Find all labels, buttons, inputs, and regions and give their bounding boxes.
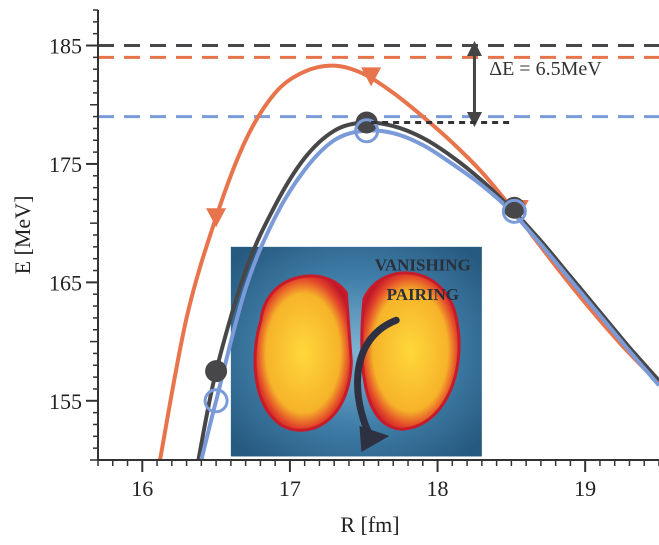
series-2-marker-1 bbox=[205, 360, 228, 383]
pairing-label: PAIRING bbox=[387, 285, 459, 304]
y-ticks: 155 165 175 185 bbox=[49, 9, 98, 461]
asymptote-lines bbox=[98, 44, 659, 119]
x-ticks: 16 17 18 19 bbox=[97, 460, 659, 501]
right-fragment-blob bbox=[360, 271, 461, 431]
series-3-marker-3 bbox=[501, 198, 527, 224]
series-1-marker-1 bbox=[206, 208, 227, 228]
series-3-marker-2 bbox=[354, 118, 380, 144]
annotations: ΔE = 6.5MeV VANISHING PAIRING bbox=[354, 41, 602, 452]
x-tick-label: 19 bbox=[574, 476, 596, 501]
y-tick-label: 185 bbox=[49, 34, 82, 59]
y-tick-label: 175 bbox=[49, 152, 82, 177]
y-tick-label: 155 bbox=[49, 389, 82, 414]
series-line-2 bbox=[196, 120, 659, 460]
vanishing-pairing-arrow-head bbox=[359, 425, 390, 452]
y-axis-title: E [MeV] bbox=[10, 196, 35, 275]
y-tick-label: 165 bbox=[49, 270, 82, 295]
data-markers bbox=[203, 67, 529, 414]
vanishing-label: VANISHING bbox=[375, 256, 471, 275]
x-tick-label: 18 bbox=[427, 476, 449, 501]
series-3-marker-1 bbox=[203, 388, 229, 414]
vanishing-pairing-arrow-shaft bbox=[354, 316, 400, 442]
series-line-3 bbox=[199, 128, 659, 460]
series-1-marker-2 bbox=[361, 67, 382, 87]
x-axis-title: R [fm] bbox=[340, 512, 399, 537]
series-2-marker-2 bbox=[355, 111, 378, 134]
delta-e-label: ΔE = 6.5MeV bbox=[489, 58, 602, 80]
left-fragment-blob bbox=[253, 274, 353, 432]
x-tick-label: 17 bbox=[279, 476, 301, 501]
x-tick-label: 16 bbox=[131, 476, 153, 501]
inset-density-image bbox=[230, 246, 482, 457]
